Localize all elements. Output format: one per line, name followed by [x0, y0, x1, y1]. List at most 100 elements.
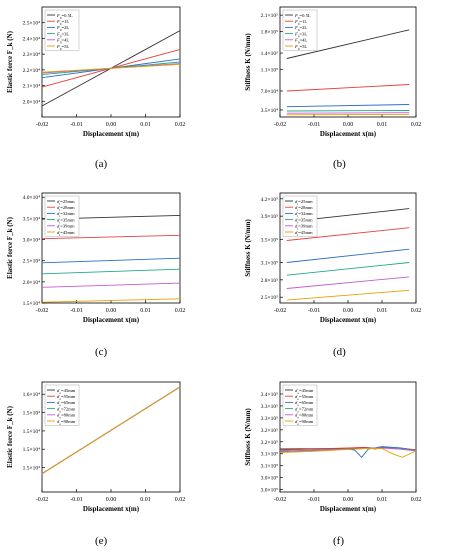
series-line [286, 289, 410, 301]
y-tick-label: 3.0×10⁵ [261, 476, 278, 482]
y-tick-label: 2.0×10⁴ [23, 99, 40, 105]
y-tick-label: 2.2×10⁴ [23, 68, 40, 74]
x-tick-label: 0.01 [140, 497, 151, 503]
x-tick-label: -0.02 [36, 497, 49, 503]
series-line [41, 386, 181, 475]
legend-box [282, 195, 318, 237]
legend-entry: di=25mm [57, 199, 75, 206]
legend-entry: F0=1L [56, 19, 69, 26]
legend-entry: do=80mm [57, 413, 76, 420]
series-line [41, 268, 181, 275]
caption-b: (b) [333, 158, 346, 170]
legend-entry: F0=0.5L [56, 13, 73, 20]
y-tick-label: 3.9×10⁵ [261, 214, 278, 220]
series-line [286, 262, 410, 276]
series-line [41, 234, 181, 240]
x-tick-label: -0.01 [70, 308, 83, 314]
legend-box [282, 9, 318, 51]
y-tick-label: 1.5×10⁴ [23, 429, 40, 435]
x-tick-label: -0.02 [36, 308, 49, 314]
y-tick-label: 3.0×10⁴ [23, 238, 40, 244]
y-axis-label: Stiffness K (N/mm) [244, 33, 252, 91]
x-tick-label: 0.02 [411, 497, 422, 503]
series-line [286, 84, 410, 92]
legend-entry: do=90mm [57, 419, 76, 426]
x-tick-label: -0.02 [274, 497, 287, 503]
legend-entry: F0=2L [56, 25, 69, 32]
y-tick-label: 3.1×10⁵ [261, 260, 278, 266]
x-tick-label: 0.01 [377, 497, 388, 503]
x-tick-label: 0.02 [411, 308, 422, 314]
series-line [41, 63, 181, 73]
y-tick-label: 3.5×10⁵ [261, 237, 278, 243]
y-tick-label: 3.5×10⁴ [23, 216, 40, 222]
y-tick-label: 3.3×10⁵ [261, 416, 278, 422]
x-tick-label: 0.00 [343, 497, 354, 503]
y-tick-label: 3.2×10⁵ [261, 428, 278, 434]
y-axis-label: Stiffness K (N/mm) [244, 219, 252, 277]
series-line [41, 282, 181, 288]
y-tick-label: 1.4×10⁵ [261, 51, 278, 57]
legend-entry: do=80mm [295, 413, 314, 420]
y-tick-label: 1.6×10⁴ [23, 392, 40, 398]
chart-panel-e: -0.02 -0.01 0.00 0.01 0.02 1.5×10⁴ 1.5×10⁴ 1.5×… [6, 381, 186, 513]
y-tick-label: 2.5×10⁴ [23, 259, 40, 265]
legend-entry: di=35mm [295, 217, 313, 224]
y-axis-label: Elastic force F_k (N) [6, 216, 14, 279]
legend-entry: di=32mm [57, 211, 75, 218]
series-line [286, 104, 410, 108]
legend-entry: do=65mm [57, 400, 76, 407]
y-axis-label: Stiffness K (N/mm) [244, 408, 252, 466]
series-line [286, 110, 410, 112]
legend-entry: do=90mm [295, 419, 314, 426]
x-tick-label: 0.02 [175, 497, 186, 503]
series-line [279, 448, 417, 458]
caption-e: (e) [95, 535, 108, 547]
y-tick-label: 2.5×10⁴ [23, 21, 40, 27]
x-axis-label: Displacement x(m) [320, 505, 377, 513]
y-tick-label: 1.5×10⁴ [23, 447, 40, 453]
caption-c: (c) [95, 346, 108, 358]
y-tick-label: 3.3×10⁵ [261, 404, 278, 410]
x-tick-label: 0.00 [106, 308, 117, 314]
series-line [286, 227, 410, 241]
x-tick-label: 0.01 [140, 308, 151, 314]
legend-box [44, 195, 80, 237]
y-tick-label: 3.0×10⁵ [261, 488, 278, 494]
legend-entry: F0=1L [294, 19, 307, 26]
x-axis-label: Displacement x(m) [83, 130, 140, 138]
legend-entry: do=72mm [57, 406, 76, 413]
series-line [286, 276, 410, 289]
y-tick-label: 2.3×10⁴ [23, 52, 40, 58]
legend-entry: do=45mm [295, 388, 314, 395]
y-tick-label: 4.0×10⁴ [23, 195, 40, 201]
x-tick-label: -0.02 [274, 122, 287, 128]
legend-entry: di=35mm [57, 217, 75, 224]
legend-entry: F0=2L [294, 25, 307, 32]
caption-a: (a) [95, 158, 108, 170]
y-tick-label: 2.4×10⁴ [23, 36, 40, 42]
y-tick-label: 2.5×10⁵ [261, 295, 278, 301]
series-line [286, 248, 410, 263]
x-tick-label: 0.00 [106, 497, 117, 503]
legend-entry: F0=3L [294, 31, 307, 38]
x-axis-label: Displacement x(m) [83, 505, 140, 513]
legend-entry: di=25mm [295, 199, 313, 206]
x-axis-label: Displacement x(m) [320, 316, 377, 324]
legend-entry: do=65mm [295, 400, 314, 407]
y-tick-label: 1.5×10⁴ [23, 301, 40, 307]
x-tick-label: -0.01 [70, 497, 83, 503]
legend-entry: di=45mm [57, 230, 75, 237]
x-axis-label: Displacement x(m) [83, 316, 140, 324]
chart-panel-b: -0.02 -0.01 0.00 0.01 0.02 3.5×10⁴ 7.0×10⁴ 1.1×… [244, 6, 421, 138]
x-tick-label: 0.01 [140, 122, 151, 128]
legend-entry: do=55mm [57, 394, 76, 401]
legend-box [44, 9, 80, 51]
x-tick-label: -0.02 [36, 122, 49, 128]
legend-entry: do=45mm [57, 388, 76, 395]
legend-entry: F0=4L [294, 38, 307, 45]
y-tick-label: 4.2×10⁵ [261, 197, 278, 203]
y-tick-label: 1.5×10⁴ [23, 466, 40, 472]
y-tick-label: 1.1×10⁵ [261, 67, 278, 73]
x-tick-label: 0.00 [343, 308, 354, 314]
